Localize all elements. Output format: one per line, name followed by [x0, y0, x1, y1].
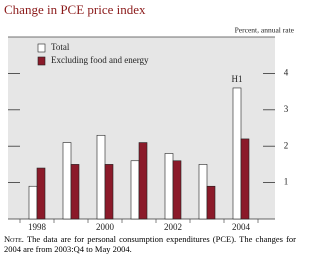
y-axis-label: Percent, annual rate — [235, 26, 295, 35]
bar — [130, 160, 140, 220]
bar — [206, 185, 216, 220]
legend-swatch — [37, 56, 46, 66]
bar — [240, 138, 250, 220]
y-tick-label: 3 — [284, 104, 289, 114]
bar — [96, 134, 106, 220]
legend-label: Excluding food and energy — [51, 55, 149, 65]
note-body: The data are for personal consumption ex… — [4, 234, 296, 254]
annotation: H1 — [232, 74, 243, 84]
legend-swatch — [37, 43, 46, 53]
bar — [172, 160, 182, 220]
bar — [198, 164, 208, 220]
note-lead: Note. — [4, 234, 24, 244]
bar — [164, 153, 174, 220]
x-tick-label: 2004 — [232, 222, 251, 232]
bar — [104, 164, 114, 220]
chart-title: Change in PCE price index — [4, 2, 146, 17]
chart: Change in PCE price index Percent, annua… — [4, 2, 296, 254]
bar — [138, 142, 148, 220]
bar — [70, 164, 80, 220]
bar — [36, 167, 46, 220]
y-tick-label: 2 — [284, 140, 289, 150]
x-tick-label: 1998 — [28, 222, 47, 232]
bar — [28, 185, 38, 220]
bar — [62, 142, 72, 220]
note: Note. The data are for personal consumpt… — [4, 234, 296, 254]
bar — [232, 87, 242, 220]
note-text: Note. The data are for personal consumpt… — [4, 234, 296, 254]
x-tick-label: 2002 — [164, 222, 182, 232]
y-tick-label: 4 — [284, 67, 289, 77]
legend-label: Total — [51, 42, 70, 52]
x-tick-label: 2000 — [96, 222, 115, 232]
y-tick-label: 1 — [284, 177, 289, 187]
